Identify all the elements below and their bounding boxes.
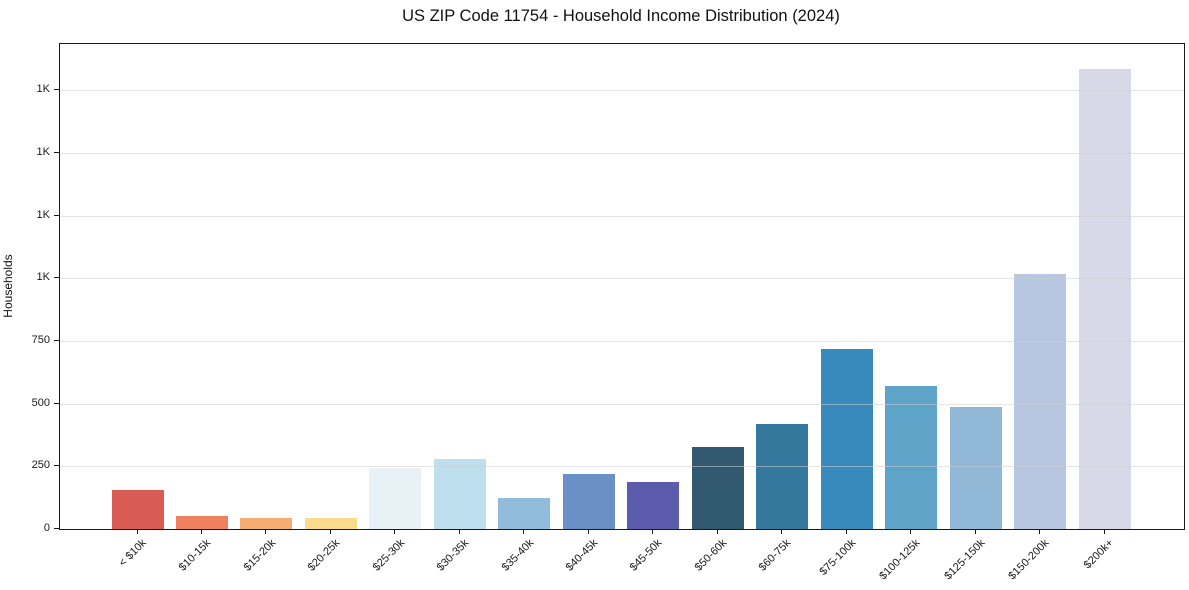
y-tick-mark bbox=[54, 277, 59, 279]
x-tick-label: $50-60k bbox=[692, 537, 730, 574]
y-tick-label: 1K bbox=[36, 83, 50, 96]
gridline-500 bbox=[60, 403, 1184, 405]
x-tick-mark bbox=[587, 529, 589, 534]
x-tick-mark bbox=[136, 529, 138, 534]
x-tick-mark bbox=[329, 529, 331, 534]
y-tick-label: 500 bbox=[31, 396, 50, 409]
bar-20-25k bbox=[304, 517, 357, 529]
y-tick-mark bbox=[54, 340, 59, 341]
x-tick-label: $125-150k bbox=[941, 537, 988, 583]
x-tick-label: $25-30k bbox=[370, 537, 407, 574]
x-tick-mark bbox=[200, 529, 202, 534]
bar-200k+ bbox=[1078, 69, 1131, 529]
bar-40-45k bbox=[562, 474, 615, 529]
gridline-1750 bbox=[60, 90, 1184, 92]
y-tick-mark bbox=[54, 465, 59, 467]
bar-75-100k bbox=[820, 349, 873, 529]
bar-25-30k bbox=[369, 468, 422, 529]
x-tick-label: $15-20k bbox=[241, 537, 278, 574]
bar-125-150k bbox=[949, 406, 1002, 529]
x-tick-mark bbox=[910, 529, 912, 534]
x-tick-label: $150-200k bbox=[1006, 537, 1052, 583]
y-tick-label: 250 bbox=[31, 459, 50, 472]
gridline-750 bbox=[60, 341, 1184, 342]
x-tick-label: $45-50k bbox=[628, 537, 665, 574]
y-tick-label: 1K bbox=[36, 271, 50, 284]
y-tick-mark bbox=[54, 402, 59, 404]
x-tick-label: $60-75k bbox=[757, 537, 794, 574]
y-tick-label: 1K bbox=[36, 146, 50, 159]
chart-title: US ZIP Code 11754 - Household Income Dis… bbox=[402, 7, 840, 25]
x-tick-label: $100-125k bbox=[877, 537, 923, 583]
x-tick-mark bbox=[523, 529, 525, 534]
gridline-1000 bbox=[60, 278, 1184, 280]
x-tick-mark bbox=[652, 529, 654, 534]
bar-35-40k bbox=[498, 498, 551, 529]
x-tick-mark bbox=[394, 529, 396, 534]
bar-30-35k bbox=[433, 459, 486, 529]
x-tick-mark bbox=[781, 529, 783, 534]
y-tick-label: 1K bbox=[36, 208, 50, 221]
x-tick-label: $20-25k bbox=[305, 537, 343, 574]
x-tick-label: $30-35k bbox=[434, 537, 472, 574]
bar-50-60k bbox=[691, 447, 744, 529]
y-tick-mark bbox=[54, 89, 59, 91]
y-axis-label: Households bbox=[1, 254, 15, 318]
x-tick-label: $200k+ bbox=[1081, 537, 1117, 572]
y-tick-label: 750 bbox=[31, 334, 50, 346]
y-tick-mark bbox=[54, 528, 59, 529]
x-tick-mark bbox=[974, 529, 976, 534]
x-tick-label: $10-15k bbox=[176, 537, 214, 574]
bar-100-125k bbox=[885, 386, 938, 529]
x-tick-mark bbox=[265, 529, 267, 534]
x-tick-label: $75-100k bbox=[817, 537, 859, 578]
bar-10k bbox=[111, 490, 164, 529]
x-tick-mark bbox=[716, 529, 718, 534]
gridline-250 bbox=[60, 466, 1184, 468]
y-tick-label: 0 bbox=[43, 522, 50, 534]
x-tick-label: < $10k bbox=[116, 537, 149, 570]
bar-150-200k bbox=[1014, 273, 1067, 529]
bar-45-50k bbox=[627, 481, 680, 529]
plot-area bbox=[59, 43, 1185, 530]
x-tick-label: $35-40k bbox=[499, 537, 536, 574]
bar-60-75k bbox=[756, 423, 809, 529]
x-tick-mark bbox=[1103, 529, 1105, 534]
x-tick-mark bbox=[1039, 529, 1041, 534]
gridline-1250 bbox=[60, 215, 1184, 217]
x-tick-mark bbox=[845, 529, 847, 534]
y-tick-mark bbox=[54, 214, 59, 216]
y-tick-mark bbox=[54, 152, 59, 154]
x-tick-label: $40-45k bbox=[563, 537, 601, 574]
x-tick-mark bbox=[458, 529, 460, 534]
bar-15-20k bbox=[240, 518, 293, 529]
gridline-1500 bbox=[60, 153, 1184, 155]
bar-10-15k bbox=[175, 516, 228, 529]
